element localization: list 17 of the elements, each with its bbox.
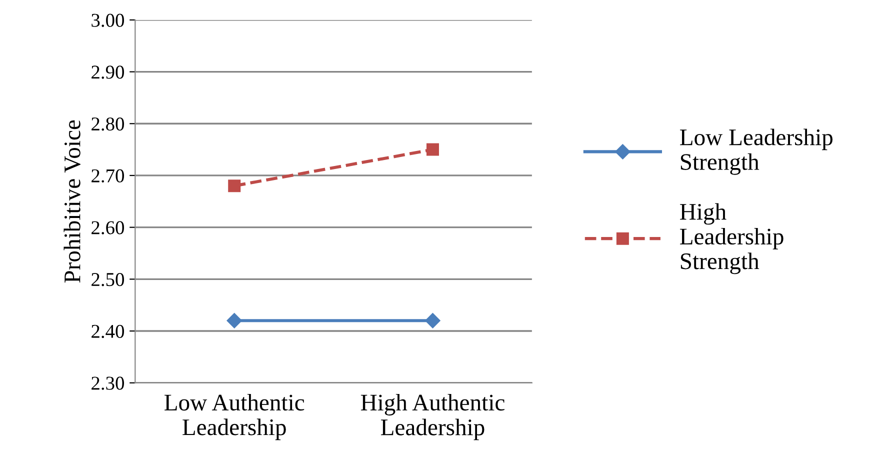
point xyxy=(425,313,440,328)
y-tick-label: 2.60 xyxy=(92,221,124,234)
y-tick-label: 2.70 xyxy=(92,169,124,182)
x-tick-label: High Authentic Leadership xyxy=(360,394,504,440)
point xyxy=(226,313,242,328)
legend-label: Low Leadership Strength xyxy=(680,128,833,175)
legend-label: High Leadership Strength xyxy=(680,203,784,274)
point xyxy=(426,143,439,156)
point xyxy=(228,180,241,192)
y-tick-label: 2.90 xyxy=(92,66,124,79)
y-tick-label: 2.50 xyxy=(92,272,124,286)
y-axis-title: Prohibitive Voice xyxy=(64,120,80,283)
y-tick-label: 2.30 xyxy=(92,376,124,390)
y-tick-label: 2.80 xyxy=(92,117,124,131)
y-tick-label: 3.00 xyxy=(92,14,124,27)
y-tick-label: 2.40 xyxy=(92,324,124,338)
x-tick-label: Low Authentic Leadership xyxy=(164,394,304,440)
